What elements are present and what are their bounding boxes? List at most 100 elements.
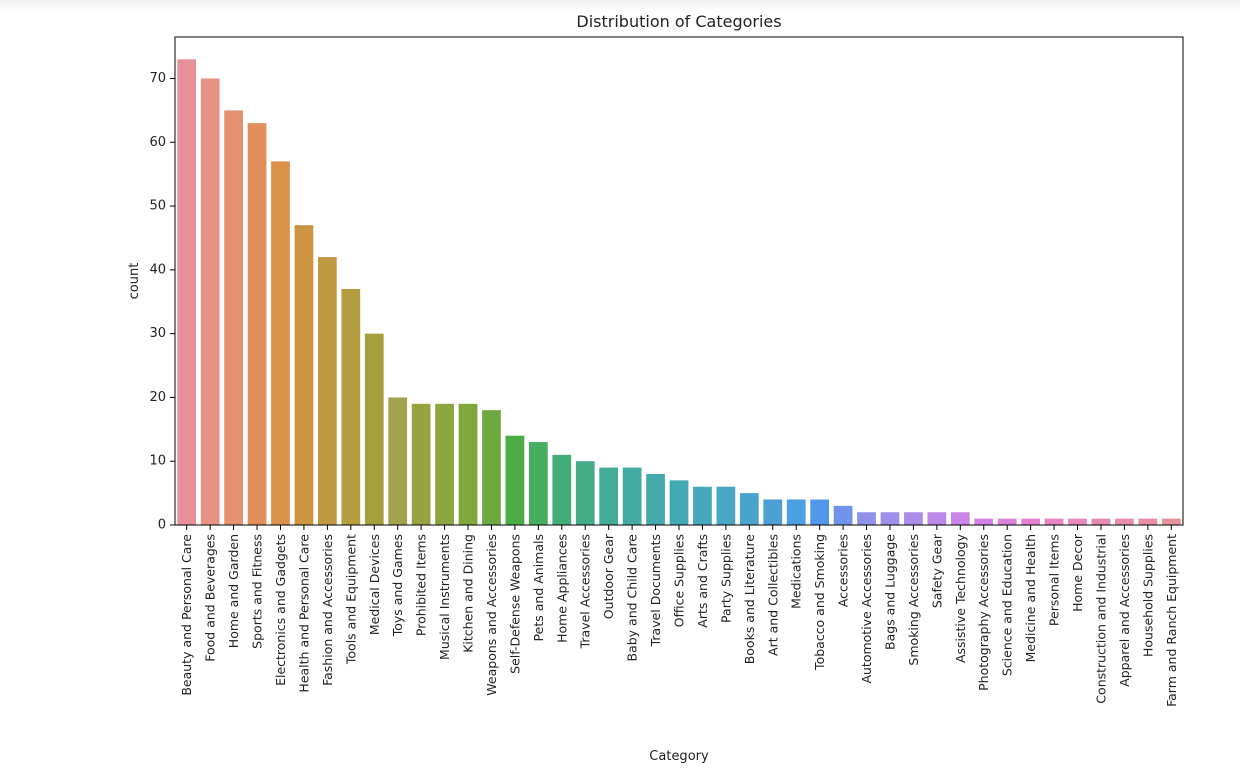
bar [435,403,454,525]
bar [1138,518,1158,525]
bar [622,467,642,525]
x-tick-label: Beauty and Personal Care [179,534,194,696]
x-tick-label: Food and Beverages [203,534,218,662]
x-tick-label: Kitchen and Dining [461,534,476,653]
bar [247,123,267,526]
x-tick-label: Self-Defense Weapons [507,534,522,674]
x-tick-label: Office Supplies [672,534,687,627]
x-tick-label: Household Supplies [1140,534,1155,657]
bar [1115,518,1134,525]
bar [364,333,384,525]
x-tick-label: Art and Collectibles [765,534,780,656]
bar [552,454,572,525]
x-tick-label: Bags and Luggage [882,534,897,650]
bar [880,512,900,525]
x-tick-label: Assistive Technology [953,533,968,663]
x-tick-label: Musical Instruments [437,534,452,660]
x-tick-label: Pets and Animals [531,534,546,641]
x-tick-label: Apparel and Accessories [1117,534,1132,687]
y-axis-ticks: 0 10 20 30 40 50 60 70 [149,71,175,533]
x-tick-label: Smoking Accessories [906,534,921,666]
bars-group [177,59,1181,526]
x-tick-label: Farm and Ranch Equipment [1164,534,1179,707]
y-tick-label: 60 [149,135,166,150]
x-tick-label: Fashion and Accessories [320,534,335,686]
x-axis-label: Category [649,749,709,764]
y-tick-label: 40 [149,262,166,277]
x-tick-label: Toys and Games [390,534,405,637]
x-tick-label: Accessories [836,534,851,607]
x-tick-label: Travel Documents [648,534,663,647]
x-tick-label: Baby and Child Care [625,534,640,662]
y-tick-label: 30 [149,326,166,341]
bar [200,78,220,526]
y-axis-label: count [127,263,142,300]
bar [318,257,337,525]
bar [669,480,689,525]
x-tick-label: Home and Garden [226,534,241,648]
x-tick-label: Automotive Accessories [859,534,874,684]
bar [271,161,290,525]
x-tick-label: Science and Education [1000,534,1015,676]
bar [763,499,783,525]
x-tick-label: Medications [789,534,804,609]
bar [177,59,197,525]
y-tick-label: 20 [149,390,166,405]
bar [810,499,830,525]
window-top-strip [0,0,1240,12]
x-tick-label: Construction and Industrial [1093,534,1108,704]
bar [458,403,478,525]
x-tick-label: Arts and Crafts [695,534,710,628]
bar [505,435,525,525]
bar [1044,518,1064,525]
x-tick-label: Prohibited Items [414,534,429,636]
x-tick-label: Outdoor Gear [601,533,616,619]
bar [904,512,923,525]
x-tick-label: Medical Devices [367,534,382,635]
bar [575,461,595,525]
x-tick-label: Personal Items [1047,534,1062,626]
bar [716,486,736,525]
bar [1091,518,1111,525]
bar [646,473,665,525]
chart-title: Distribution of Categories [576,12,781,31]
x-tick-label: Photography Accessories [976,534,991,691]
bar [482,410,501,525]
bar [927,512,947,525]
bar [1021,518,1040,525]
x-tick-label: Books and Literature [742,534,757,665]
x-tick-label: Electronics and Gadgets [273,534,288,686]
x-tick-label: Safety Gear [929,533,944,608]
y-tick-label: 10 [149,454,166,469]
bar [997,518,1017,525]
bar [693,486,712,525]
x-tick-label: Health and Personal Care [296,534,311,693]
x-axis-ticks: Beauty and Personal Care Food and Beverag… [179,525,1179,707]
bar [341,288,361,525]
bar [1068,518,1087,525]
y-tick-label: 0 [158,518,166,533]
bar [857,512,876,525]
bar [528,442,548,525]
x-tick-label: Tools and Equipment [343,534,358,665]
bar [599,467,619,525]
x-tick-label: Sports and Fitness [250,534,265,649]
x-tick-label: Tobacco and Smoking [812,534,827,671]
bar [294,225,314,525]
plot-frame [174,36,1184,526]
y-tick-label: 70 [149,71,166,86]
x-tick-label: Home Decor [1070,533,1085,612]
bar [388,397,408,525]
x-tick-label: Travel Accessories [578,534,593,649]
bar [739,493,759,525]
x-tick-label: Medicine and Health [1023,534,1038,662]
bar [974,518,994,525]
x-tick-label: Home Appliances [554,534,569,643]
x-tick-label: Weapons and Accessories [484,534,499,696]
bar [833,505,853,525]
y-tick-label: 50 [149,199,166,214]
bar [1161,518,1181,525]
bar [950,512,970,525]
bar [411,403,431,525]
